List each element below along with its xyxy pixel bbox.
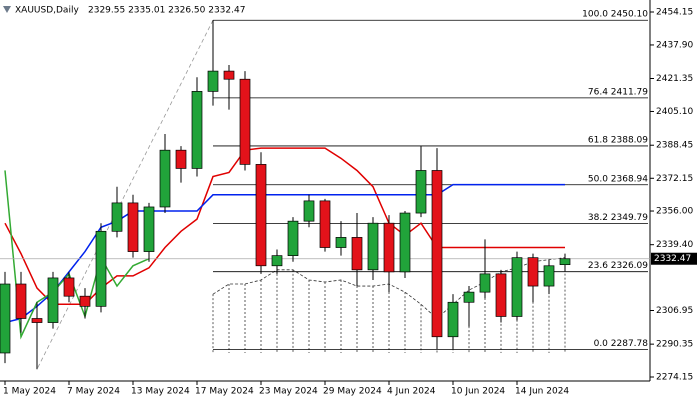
- x-tick-label: 13 May 2024: [131, 387, 190, 397]
- candle-body: [271, 255, 283, 267]
- candle-body: [31, 318, 43, 323]
- candle-body: [527, 257, 539, 287]
- candle-body: [47, 277, 59, 323]
- symbol-icon: [3, 6, 11, 13]
- candle-body: [367, 222, 379, 271]
- fib-label: 50.0 2368.94: [588, 174, 648, 184]
- candle-body: [255, 164, 267, 267]
- fib-label: 61.8 2388.09: [588, 135, 648, 145]
- fib-label: 38.2 2349.79: [588, 213, 648, 223]
- fib-label: 100.0 2450.10: [582, 10, 648, 20]
- candle-body: [143, 206, 155, 252]
- candle-body: [479, 273, 491, 293]
- candle-body: [0, 283, 11, 354]
- price-box: [651, 252, 697, 265]
- candle-body: [495, 273, 507, 317]
- candle-body: [127, 202, 139, 252]
- fib-label: 76.4 2411.79: [588, 87, 648, 97]
- candle-body: [303, 200, 315, 222]
- y-tick-label: 2274.15: [656, 373, 693, 383]
- x-tick-label: 17 May 2024: [195, 387, 254, 397]
- y-tick-label: 2388.45: [656, 141, 693, 151]
- candle-body: [543, 265, 555, 287]
- candle-body: [463, 291, 475, 303]
- candle-body: [191, 91, 203, 169]
- x-tick-label: 29 May 2024: [323, 387, 382, 397]
- candle-body: [415, 170, 427, 214]
- fib-label: 23.6 2326.09: [588, 261, 648, 271]
- x-tick-label: 1 May 2024: [3, 387, 56, 397]
- y-tick-label: 2356.00: [656, 207, 693, 217]
- candle-body: [319, 200, 331, 248]
- candle-body: [63, 277, 75, 297]
- y-tick-label: 2437.90: [656, 40, 693, 50]
- candle-body: [15, 283, 27, 319]
- x-tick-label: 10 Jun 2024: [451, 387, 505, 397]
- y-tick-label: 2421.35: [656, 74, 693, 84]
- fib-label: 0.0 2287.78: [594, 339, 649, 349]
- x-tick-label: 4 Jun 2024: [387, 387, 436, 397]
- y-tick-label: 2306.95: [656, 306, 693, 316]
- candle-body: [559, 258, 571, 266]
- ohlc-label: 2329.55 2335.01 2326.50 2332.47: [88, 6, 245, 16]
- y-tick-label: 2372.15: [656, 174, 693, 184]
- candle-body: [447, 301, 459, 338]
- y-tick-label: 2339.40: [656, 240, 693, 250]
- candle-body: [207, 70, 219, 92]
- candle-body: [79, 295, 91, 307]
- candle-body: [287, 220, 299, 256]
- candle-body: [511, 257, 523, 317]
- y-tick-label: 2454.15: [656, 8, 693, 18]
- x-tick-label: 23 May 2024: [259, 387, 318, 397]
- y-tick-label: 2290.35: [656, 340, 693, 350]
- candle-body: [95, 230, 107, 307]
- candle-body: [431, 170, 443, 338]
- y-tick-label: 2405.10: [656, 107, 693, 117]
- x-tick-label: 14 Jun 2024: [515, 387, 569, 397]
- chart-title: XAUUSD,Daily: [15, 6, 79, 16]
- candle-body: [111, 202, 123, 232]
- indicator-line: [4, 170, 150, 340]
- candle-body: [175, 149, 187, 169]
- price-label: 2332.47: [654, 254, 691, 264]
- candle-body: [335, 237, 347, 248]
- x-tick-label: 7 May 2024: [67, 387, 120, 397]
- fib-trendline: [36, 20, 214, 370]
- candle-body: [351, 237, 363, 271]
- candle-body: [399, 212, 411, 273]
- candle-body: [159, 149, 171, 208]
- candle-body: [239, 78, 251, 165]
- candle-body: [223, 70, 235, 80]
- candle-body: [383, 222, 395, 273]
